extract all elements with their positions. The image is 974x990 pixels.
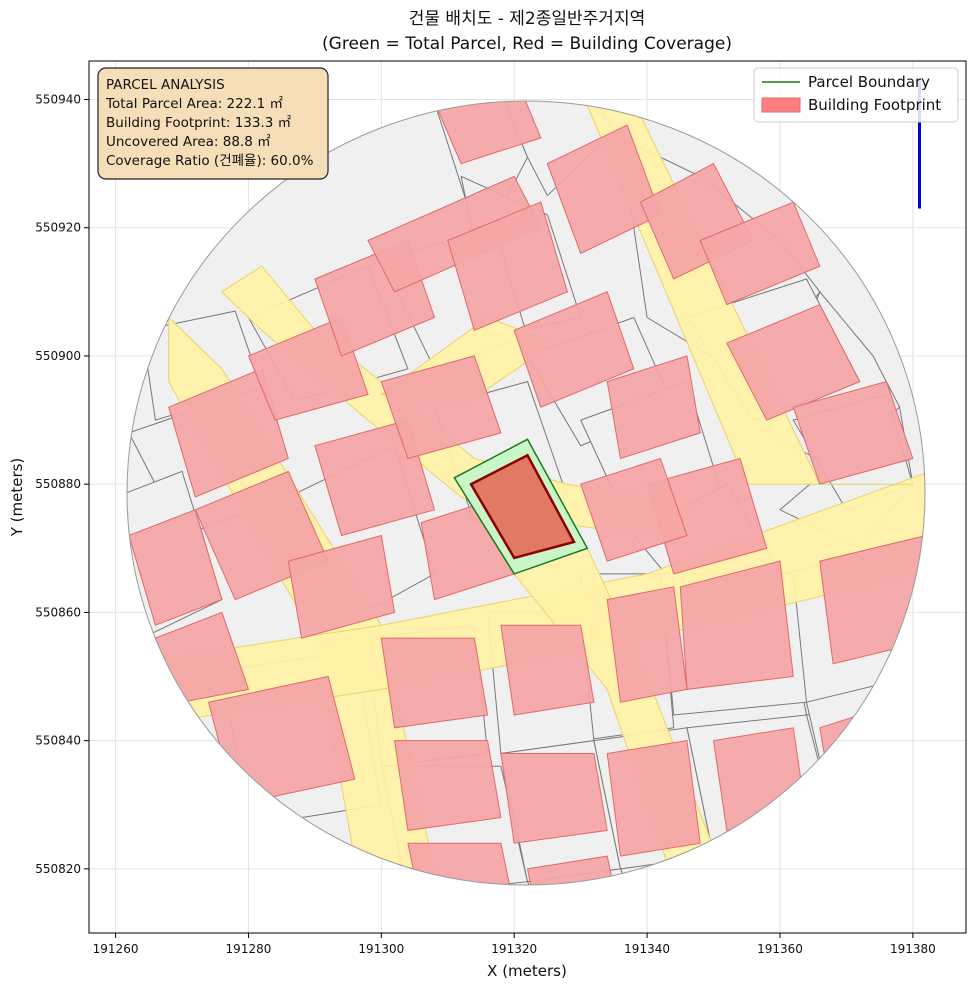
building-footprint-33 <box>646 457 768 575</box>
y-tick-label-6: 550940 <box>35 92 81 106</box>
building-footprint-11 <box>394 740 502 831</box>
x-tick-label-0: 191260 <box>93 942 139 956</box>
building-footprint-32 <box>606 355 701 460</box>
x-tick-label-1: 191280 <box>226 942 272 956</box>
info-line-title: PARCEL ANALYSIS <box>106 77 225 93</box>
building-footprint-4 <box>726 303 861 421</box>
site-boundary-outline <box>126 100 926 886</box>
y-tick-label-0: 550820 <box>35 862 81 876</box>
x-tick-label-3: 191320 <box>491 942 537 956</box>
building-footprint-3 <box>699 201 821 306</box>
legend-building-swatch <box>761 97 801 113</box>
y-tick-label-2: 550860 <box>35 605 81 619</box>
x-axis-ticks: 191260 191280 191300 191320 191340 191360 1913… <box>93 933 936 956</box>
y-tick-label-3: 550880 <box>35 477 81 491</box>
y-tick-label-5: 550920 <box>35 221 81 235</box>
x-tick-label-4: 191340 <box>624 942 670 956</box>
chart-title-line2: (Green = Total Parcel, Red = Building Co… <box>322 34 732 54</box>
building-footprint-7 <box>679 560 794 690</box>
y-tick-label-4: 550900 <box>35 349 81 363</box>
info-line-total-area: Total Parcel Area: 222.1 ㎡ <box>105 96 283 112</box>
building-footprint-12 <box>500 753 608 844</box>
building-footprint-13 <box>606 740 701 857</box>
x-tick-label-6: 191380 <box>890 942 936 956</box>
building-footprint-10 <box>380 637 489 729</box>
building-footprint-8 <box>606 586 688 703</box>
chart-title-line1: 건물 배치도 - 제2종일반주거지역 <box>409 9 645 29</box>
building-footprint-5 <box>792 380 914 485</box>
building-footprint-18 <box>407 842 515 885</box>
target-parcel-group <box>453 438 589 575</box>
x-tick-label-5: 191360 <box>757 942 803 956</box>
building-footprint-35 <box>380 355 502 460</box>
info-box: PARCEL ANALYSIS Total Parcel Area: 222.1… <box>97 67 329 180</box>
building-footprint-31 <box>513 291 635 408</box>
info-box-background <box>97 67 329 180</box>
x-tick-label-2: 191300 <box>358 942 404 956</box>
info-line-footprint: Building Footprint: 133.3 ㎡ <box>106 115 292 131</box>
legend-building-label: Building Footprint <box>808 96 941 114</box>
info-line-coverage-ratio: Coverage Ratio (건폐율): 60.0% <box>106 153 314 169</box>
building-footprint-0 <box>427 101 542 165</box>
legend-parcel-label: Parcel Boundary <box>808 73 930 91</box>
building-footprint-9 <box>500 624 595 716</box>
info-line-uncovered: Uncovered Area: 88.8 ㎡ <box>106 134 271 150</box>
legend: Parcel Boundary Building Footprint <box>753 67 959 123</box>
legend-background <box>753 67 959 123</box>
building-footprint-30 <box>447 201 569 331</box>
building-footprint-22 <box>128 509 223 626</box>
axes-frame <box>88 60 967 934</box>
target-building-footprint <box>469 453 576 560</box>
building-footprint-20 <box>168 368 289 498</box>
y-tick-label-1: 550840 <box>35 734 81 748</box>
y-axis-ticks: 550820 550840 550860 550880 550900 550920 5509… <box>35 92 89 876</box>
building-footprint-24 <box>287 534 396 639</box>
building-footprint-34 <box>580 457 688 562</box>
building-footprint-19 <box>526 855 622 885</box>
y-axis-label: Y (meters) <box>8 458 26 538</box>
x-axis-label: X (meters) <box>487 962 567 980</box>
